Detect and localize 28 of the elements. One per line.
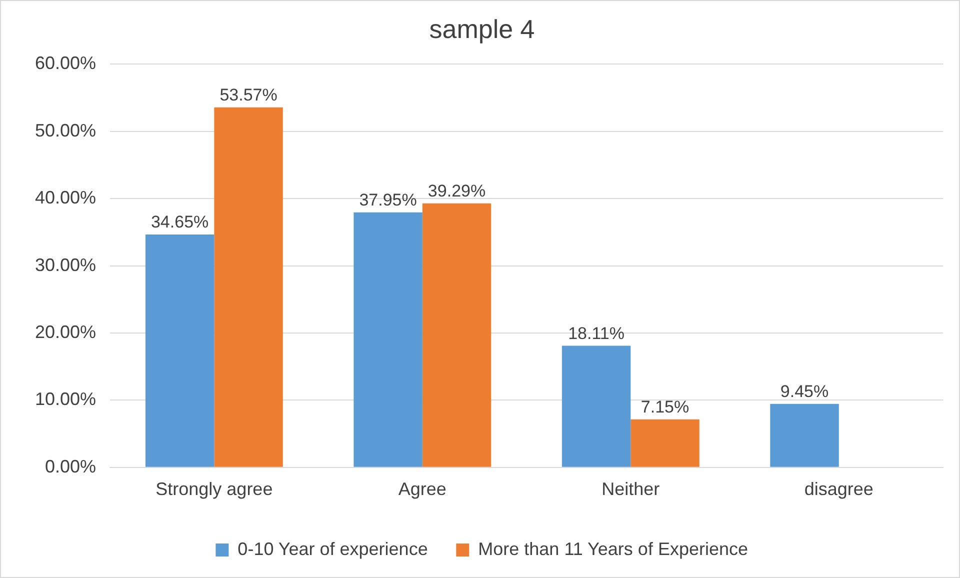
data-label: 34.65%: [150, 212, 209, 232]
data-label: 37.95%: [359, 190, 417, 210]
data-label: 7.15%: [640, 398, 690, 417]
y-tick-label: 40.00%: [34, 188, 96, 208]
bar: [354, 212, 422, 467]
x-tick-label: Strongly agree: [156, 479, 273, 500]
y-tick-label: 30.00%: [34, 254, 96, 275]
bar: [562, 346, 631, 467]
data-label: 9.45%: [780, 382, 829, 402]
y-tick-label: 0.00%: [45, 456, 96, 476]
bar: [214, 107, 283, 467]
y-tick-label: 60.00%: [34, 53, 96, 74]
data-label: 53.57%: [220, 86, 278, 105]
bar: [422, 203, 492, 467]
data-label: 18.11%: [568, 324, 624, 343]
x-tick-label: Agree: [398, 479, 446, 500]
bar: [630, 419, 700, 467]
bar: [145, 234, 214, 467]
y-tick-label: 50.00%: [34, 120, 96, 140]
legend-label: 0-10 Year of experience: [238, 538, 428, 559]
x-tick-label: Neither: [602, 479, 660, 500]
legend-label: More than 11 Years of Experience: [478, 538, 748, 559]
x-tick-label: disagree: [804, 479, 874, 500]
y-tick-label: 10.00%: [34, 389, 96, 410]
data-label: 39.29%: [428, 182, 486, 201]
bar: [770, 404, 839, 467]
chart-title: sample 4: [429, 14, 535, 44]
y-tick-label: 20.00%: [34, 322, 96, 342]
